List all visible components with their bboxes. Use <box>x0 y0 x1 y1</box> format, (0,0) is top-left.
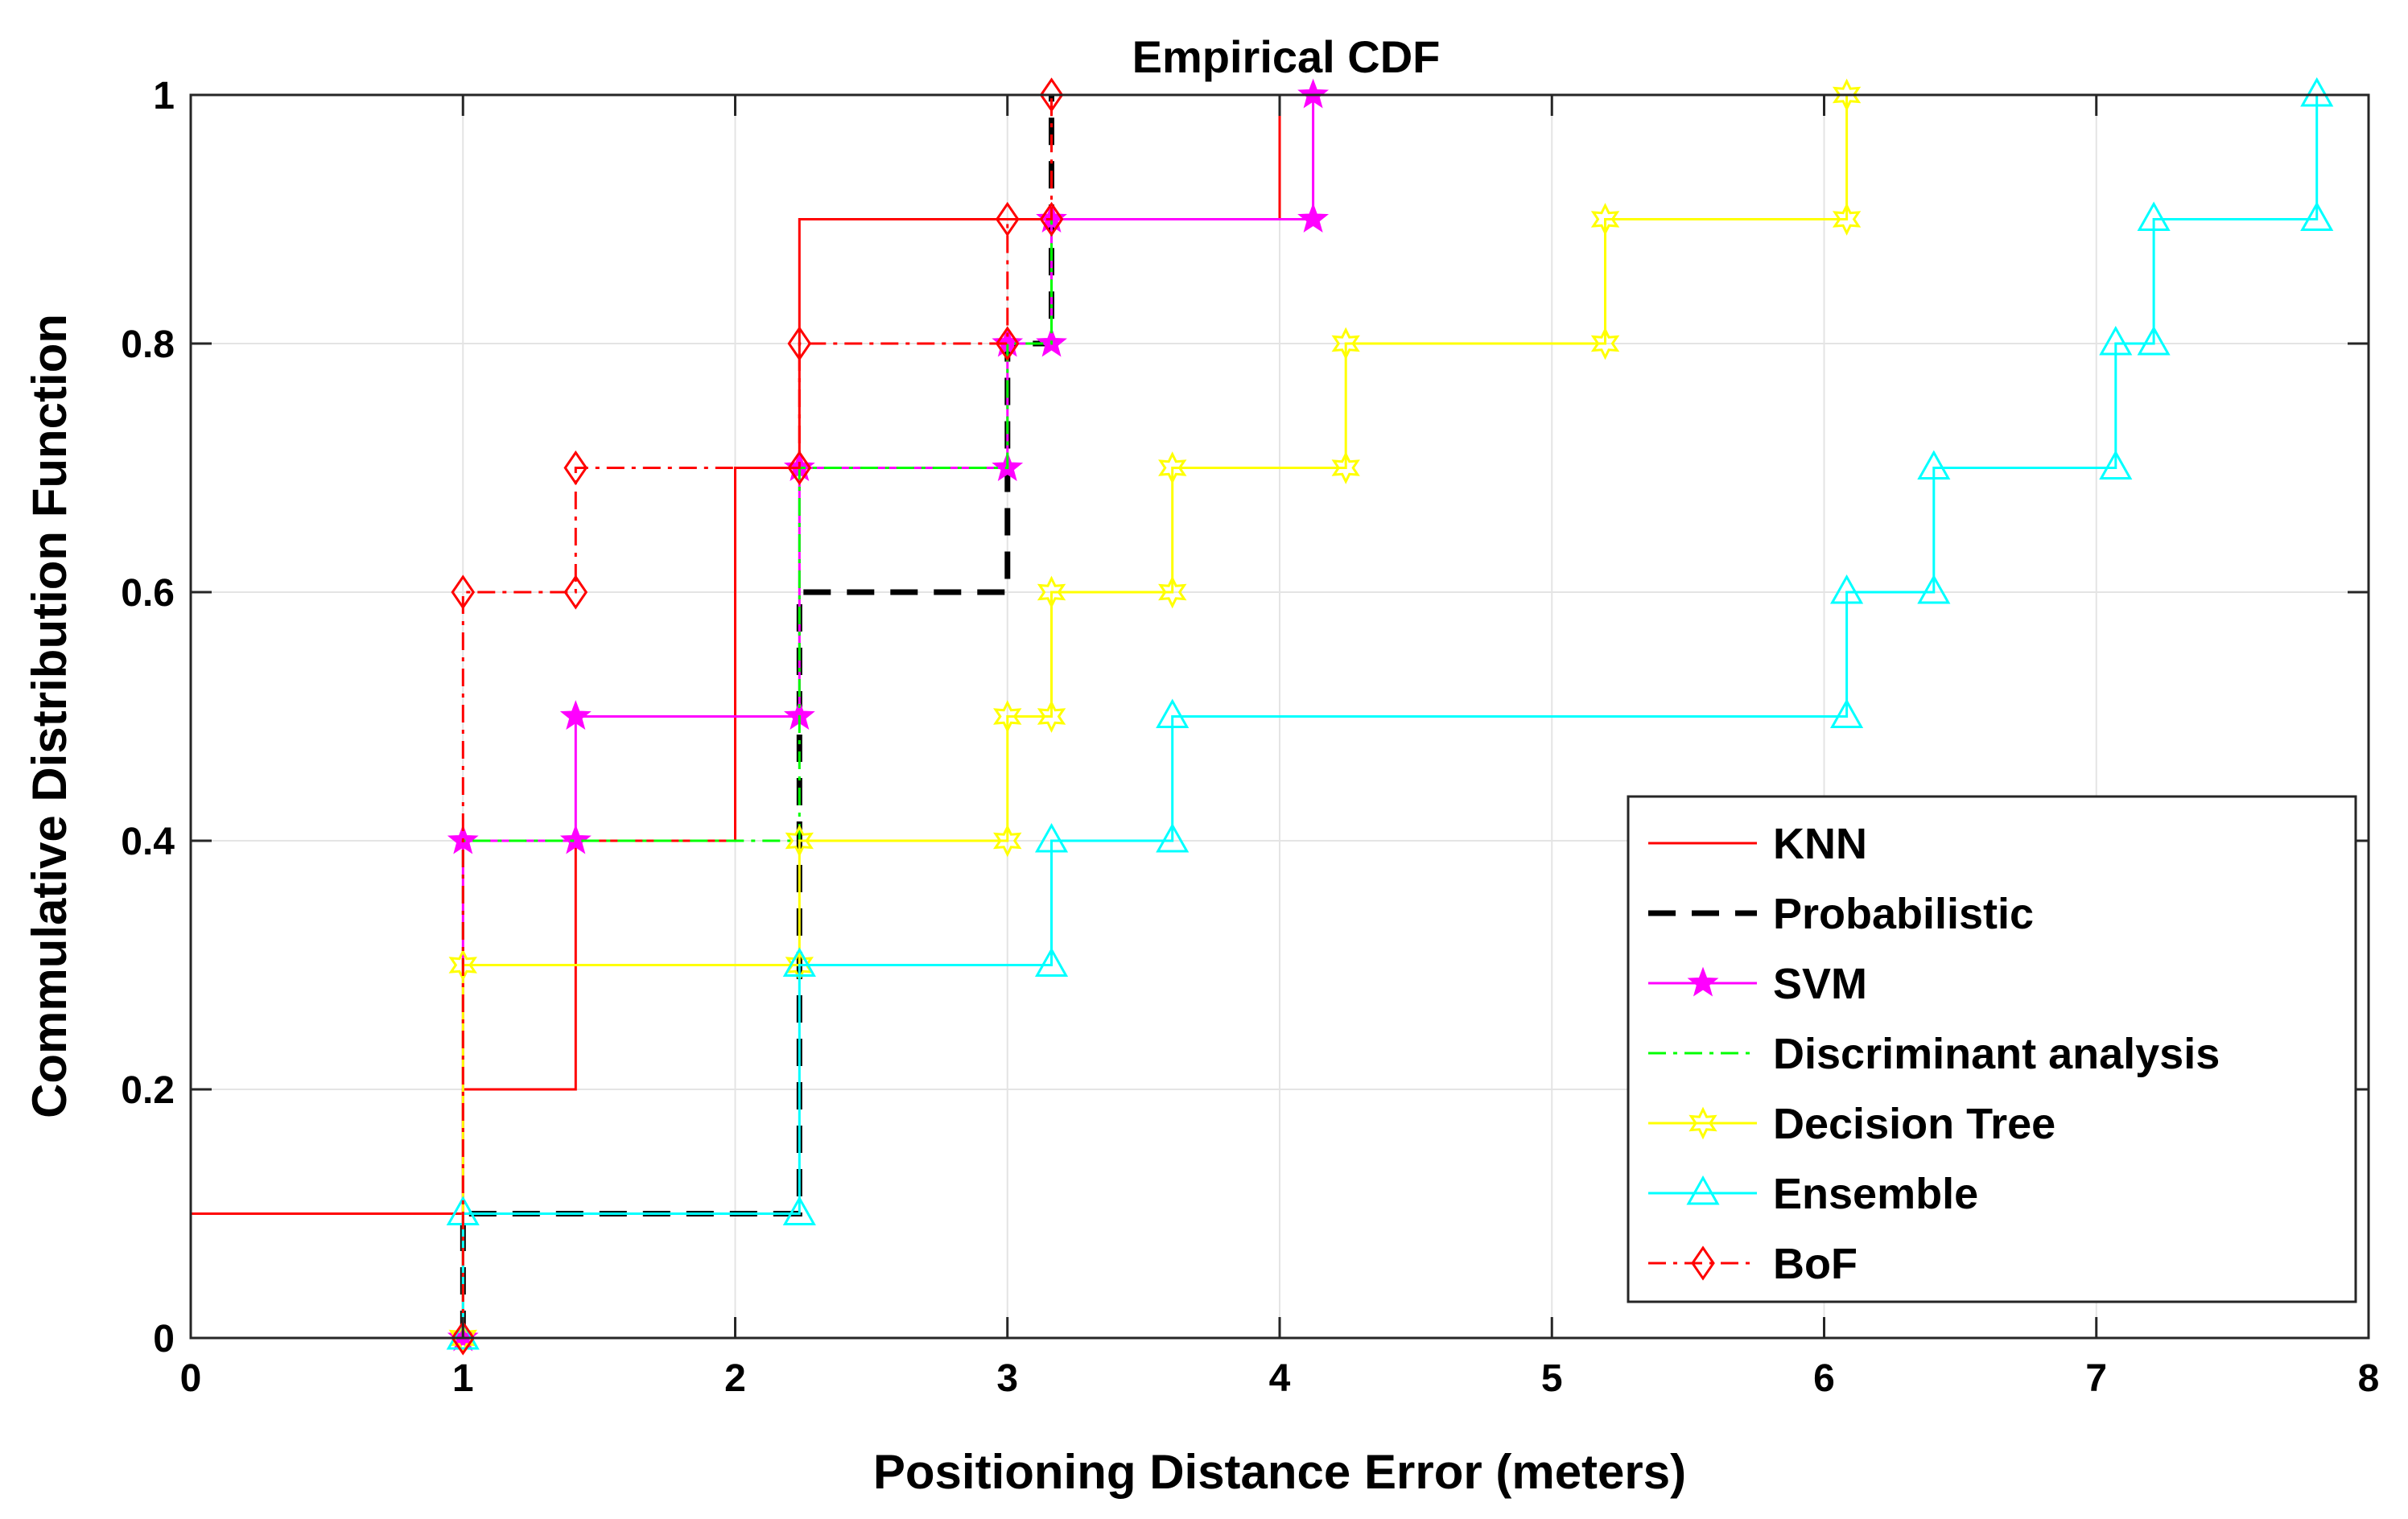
data-point-decision-tree <box>1037 575 1066 609</box>
data-point-bof <box>451 1320 476 1356</box>
data-point-ensemble <box>2099 450 2133 480</box>
legend: KNN Probabilistic SVM Discriminant analysis… <box>1627 795 2357 1303</box>
chart-title: Empirical CDF <box>1132 31 1441 82</box>
y-tick-label: 0.2 <box>121 1069 175 1112</box>
x-tick-label: 7 <box>2085 1357 2107 1400</box>
data-point-decision-tree <box>993 824 1022 858</box>
data-point-ensemble <box>1034 822 1069 853</box>
legend-label-knn: KNN <box>1773 820 1867 868</box>
data-point-ensemble <box>1917 574 1951 604</box>
data-point-decision-tree <box>448 949 477 982</box>
series-line-ensemble <box>461 95 2319 1338</box>
y-tick-label: 0 <box>153 1318 175 1361</box>
y-tick-label: 0.6 <box>121 572 175 615</box>
legend-item-ensemble: Ensemble <box>1648 1170 1978 1218</box>
legend-label-bof: BoF <box>1773 1240 1858 1288</box>
y-axis-label: Commulative Distribution Function <box>23 314 76 1118</box>
series-bof <box>451 77 1064 1356</box>
legend-marker-ensemble <box>1686 1175 1720 1205</box>
legend-box <box>1627 795 2357 1303</box>
data-point-ensemble <box>1830 698 1864 728</box>
data-point-ensemble <box>1156 698 1190 728</box>
x-tick-label: 8 <box>2358 1357 2380 1400</box>
data-point-bof <box>1039 201 1064 237</box>
data-point-decision-tree <box>1832 78 1862 112</box>
x-axis-label: Positioning Distance Error (meters) <box>873 1445 1686 1499</box>
data-point-decision-tree <box>993 700 1022 733</box>
y-tick-label: 0.4 <box>121 821 175 863</box>
data-point-decision-tree <box>1331 451 1360 484</box>
data-point-ensemble <box>2300 201 2334 231</box>
data-point-decision-tree <box>1832 203 1862 236</box>
legend-item-svm: SVM <box>1648 960 1867 1008</box>
data-point-ensemble <box>2137 201 2171 231</box>
data-point-decision-tree <box>1158 451 1187 484</box>
series-line-bof <box>461 95 1053 1338</box>
data-point-bof <box>995 201 1020 237</box>
data-point-ensemble <box>782 947 816 977</box>
data-point-decision-tree <box>1331 327 1360 360</box>
ticks: 0 1 2 3 4 5 6 7 8 0 0.2 0.4 0.6 0.8 1 <box>121 75 2379 1400</box>
series-group <box>189 76 2334 1356</box>
x-tick-label: 1 <box>452 1357 474 1400</box>
legend-label-ensemble: Ensemble <box>1773 1170 1978 1218</box>
legend-label-decision-tree: Decision Tree <box>1773 1100 2055 1148</box>
legend-item-bof: BoF <box>1648 1240 1858 1288</box>
data-point-decision-tree <box>1590 203 1620 236</box>
x-tick-label: 0 <box>180 1357 202 1400</box>
data-point-bof <box>787 326 812 361</box>
x-tick-label: 5 <box>1541 1357 1563 1400</box>
legend-marker-decision-tree <box>1688 1106 1717 1140</box>
data-point-decision-tree <box>1037 700 1066 733</box>
data-point-ensemble <box>782 1196 816 1225</box>
data-point-decision-tree <box>1590 327 1620 360</box>
data-point-decision-tree <box>785 824 814 858</box>
x-tick-label: 4 <box>1269 1357 1291 1400</box>
legend-item-knn: KNN <box>1648 820 1867 868</box>
y-tick-label: 0.8 <box>121 323 175 366</box>
data-point-ensemble <box>1917 450 1951 480</box>
x-tick-label: 2 <box>724 1357 746 1400</box>
data-point-ensemble <box>446 1319 480 1350</box>
legend-marker-svm <box>1687 966 1719 997</box>
data-point-bof <box>563 450 588 486</box>
y-tick-label: 1 <box>153 75 175 117</box>
data-point-ensemble <box>2137 325 2171 356</box>
x-tick-label: 3 <box>996 1357 1018 1400</box>
legend-item-decision-tree: Decision Tree <box>1648 1100 2055 1148</box>
series-line-decision-tree <box>461 95 1849 1338</box>
legend-marker-bof <box>1691 1245 1715 1281</box>
legend-item-probabilistic: Probabilistic <box>1648 890 2034 938</box>
data-point-ensemble <box>1830 574 1864 604</box>
data-point-svm <box>1297 203 1330 233</box>
x-tick-label: 6 <box>1813 1357 1835 1400</box>
legend-label-probabilistic: Probabilistic <box>1773 890 2034 938</box>
data-point-bof <box>1039 77 1064 113</box>
legend-item-discriminant-analysis: Discriminant analysis <box>1648 1030 2220 1078</box>
data-point-svm <box>1297 78 1330 109</box>
series-decision-tree <box>448 78 1862 1355</box>
data-point-ensemble <box>1156 822 1190 853</box>
legend-label-svm: SVM <box>1773 960 1867 1008</box>
data-point-decision-tree <box>1158 575 1187 609</box>
data-point-bof <box>451 574 476 610</box>
data-point-ensemble <box>2300 76 2334 107</box>
data-point-bof <box>787 450 812 486</box>
legend-label-discriminant-analysis: Discriminant analysis <box>1773 1030 2220 1078</box>
data-point-bof <box>995 326 1020 361</box>
data-point-ensemble <box>2099 325 2133 356</box>
data-point-bof <box>563 574 588 610</box>
data-point-svm <box>559 824 592 854</box>
series-ensemble <box>446 76 2334 1350</box>
data-point-svm <box>559 700 592 731</box>
data-point-ensemble <box>1034 947 1069 977</box>
